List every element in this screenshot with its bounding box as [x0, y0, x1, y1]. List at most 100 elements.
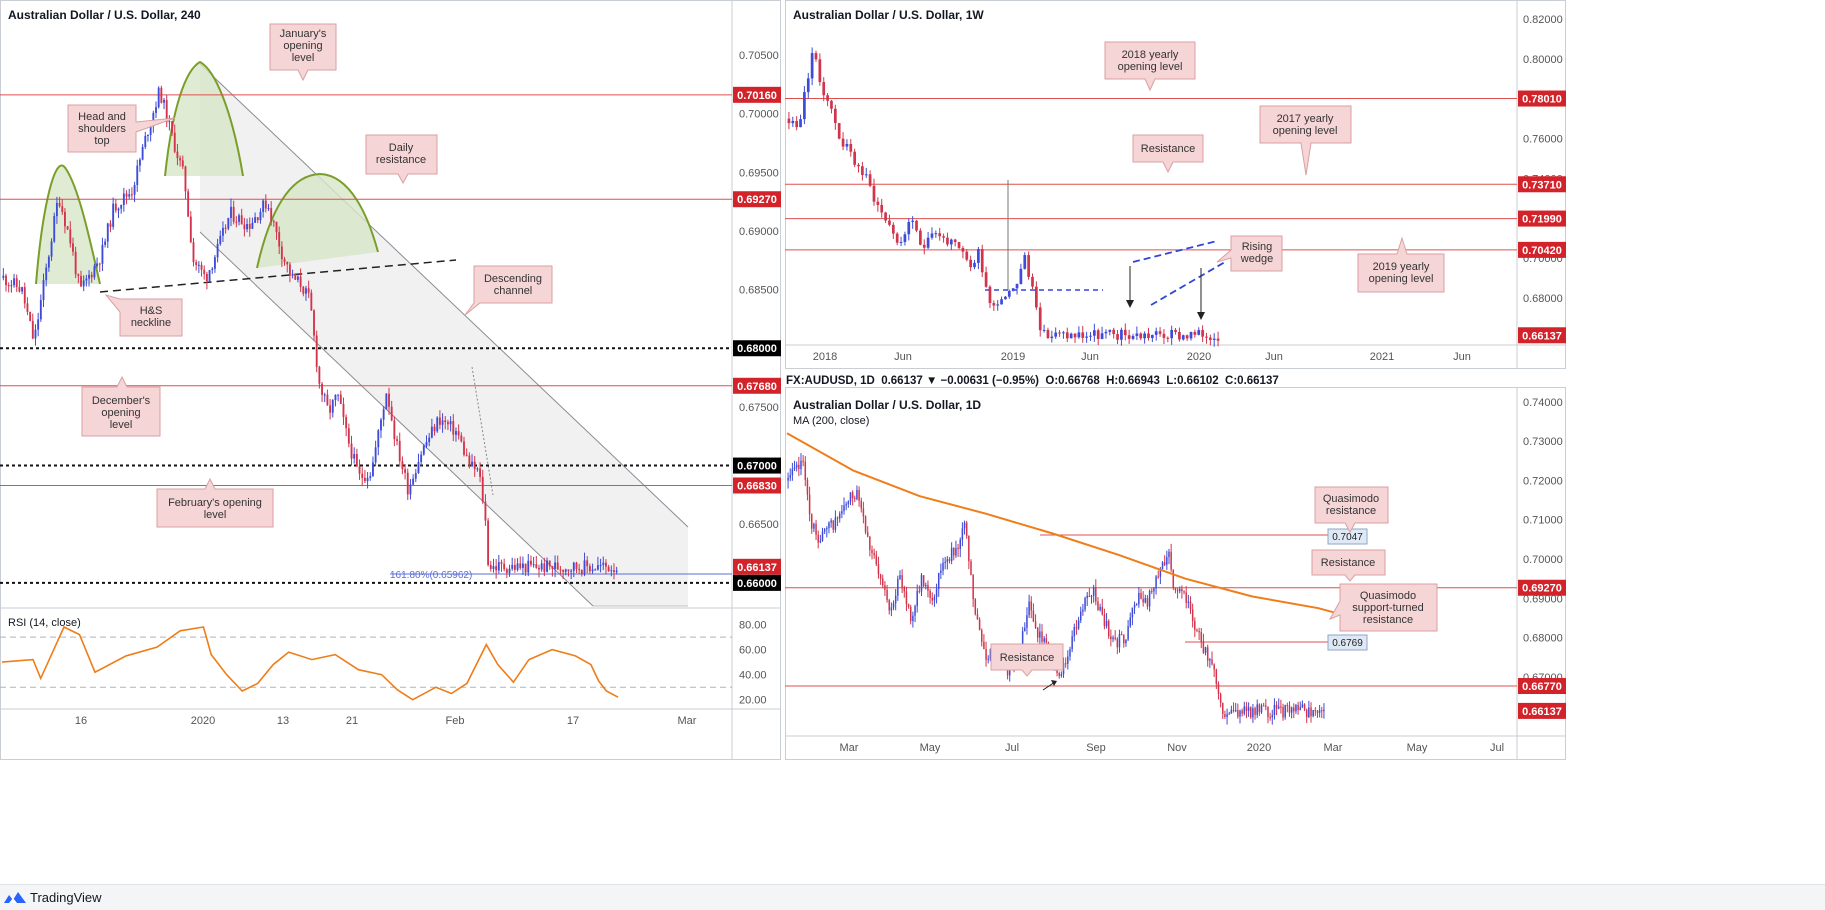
candle-body [1290, 707, 1293, 713]
candle-body [18, 287, 21, 292]
fib-label: 161.80%(0.65962) [390, 570, 472, 581]
candle-body [1189, 331, 1193, 339]
candle-body [1112, 637, 1114, 640]
rsi-y-tick: 40.00 [739, 670, 767, 682]
candle-body [425, 442, 428, 446]
candle-body [1060, 674, 1063, 676]
candle-body [957, 242, 961, 248]
weekly-chart[interactable]: 0.820000.800000.780000.760000.740000.720… [785, 0, 1566, 369]
candle-body [1008, 666, 1011, 676]
candle-body [497, 562, 500, 571]
candle-body [845, 143, 849, 147]
candle-body [927, 585, 929, 591]
h4-chart-panel[interactable]: 161.80%(0.65962) 0.70500 0.70000 0.69500 0.… [0, 0, 781, 760]
candle-body [837, 123, 841, 139]
candle-body [1089, 335, 1092, 337]
candle-body [329, 405, 332, 413]
candle-body [1108, 329, 1112, 332]
candle-body [37, 319, 40, 330]
candle-body [1007, 290, 1011, 297]
candle-body [243, 224, 246, 230]
candle-body [873, 553, 875, 556]
candle-body [85, 278, 88, 281]
candle-body [813, 523, 815, 529]
candle-body [1204, 647, 1207, 653]
y-tick-label: 0.70500 [739, 50, 779, 62]
candle-body [396, 439, 398, 441]
candle-body [422, 445, 425, 455]
price-label-text: 0.68000 [737, 343, 777, 355]
price-label-text: 0.69270 [1522, 583, 1562, 595]
candle-body [1095, 587, 1097, 602]
candle-body [10, 285, 13, 287]
candle-body [353, 454, 356, 459]
candle-body [830, 520, 832, 523]
candle-body [1125, 639, 1127, 644]
ma-title: MA (200, close) [793, 415, 869, 427]
candle-body [1273, 704, 1276, 716]
candle-body [1286, 705, 1289, 707]
candle-body [942, 562, 944, 571]
candle-body [1133, 604, 1136, 608]
h4-chart[interactable]: 161.80%(0.65962) 0.70500 0.70000 0.69500 0.… [0, 0, 781, 760]
candle-body [171, 121, 174, 133]
candle-body [374, 447, 377, 463]
tradingview-brand[interactable]: TradingView [30, 890, 102, 905]
candle-body [1069, 649, 1071, 657]
tradingview-logo-icon[interactable] [4, 889, 26, 905]
candle-body [988, 286, 992, 304]
callout-descending-channel: Descending channel [464, 265, 553, 316]
candle-body [1318, 710, 1321, 713]
candle-body [955, 547, 957, 556]
y-tick-label: 0.72000 [1523, 475, 1563, 487]
candle-body [1157, 576, 1159, 578]
candle-body [465, 454, 468, 456]
candle-body [492, 566, 495, 569]
candle-body [1042, 329, 1046, 331]
y-tick-label: 0.67500 [739, 402, 779, 414]
candle-body [919, 230, 922, 245]
daily-chart-panel[interactable]: 0.74000 0.73000 0.72000 0.71000 0.70000 0.690… [785, 387, 1566, 760]
candle-body [224, 227, 227, 229]
candle-body [160, 87, 163, 103]
candle-body [572, 562, 575, 571]
candle-body [1170, 551, 1172, 570]
candle-body [208, 270, 211, 282]
candle-body [799, 119, 802, 128]
candle-body [347, 428, 350, 444]
candle-body [1206, 647, 1209, 661]
candle-body [1267, 706, 1269, 718]
candle-body [476, 468, 479, 470]
candle-body [1120, 634, 1123, 636]
candle-body [31, 320, 34, 339]
candle-body [800, 460, 802, 470]
candle-body [961, 528, 964, 540]
price-label-box [733, 191, 781, 208]
daily-chart[interactable]: 0.74000 0.73000 0.72000 0.71000 0.70000 0.690… [785, 387, 1566, 760]
candle-body [173, 132, 176, 152]
candle-body [934, 233, 938, 235]
candle-body [1323, 709, 1325, 712]
candle-body [147, 134, 149, 136]
candle-body [957, 547, 959, 550]
candle-body [551, 566, 554, 569]
candle-body [235, 221, 238, 223]
candle-body [372, 462, 374, 477]
candle-body [871, 549, 873, 554]
candle-body [1211, 659, 1213, 665]
candle-body [1065, 332, 1069, 339]
candle-body [114, 203, 117, 211]
weekly-chart-panel[interactable]: 0.820000.800000.780000.760000.740000.720… [785, 0, 1566, 369]
candle-body [931, 597, 934, 601]
price-label-box [1518, 327, 1566, 344]
candle-body [929, 590, 931, 598]
x-tick-label: Jun [1265, 351, 1283, 363]
candle-body [1131, 607, 1134, 618]
candle-body [602, 562, 605, 565]
candle-body [798, 464, 800, 470]
candle-body [1159, 568, 1162, 577]
candle-body [596, 565, 599, 570]
candle-body [1034, 621, 1037, 628]
